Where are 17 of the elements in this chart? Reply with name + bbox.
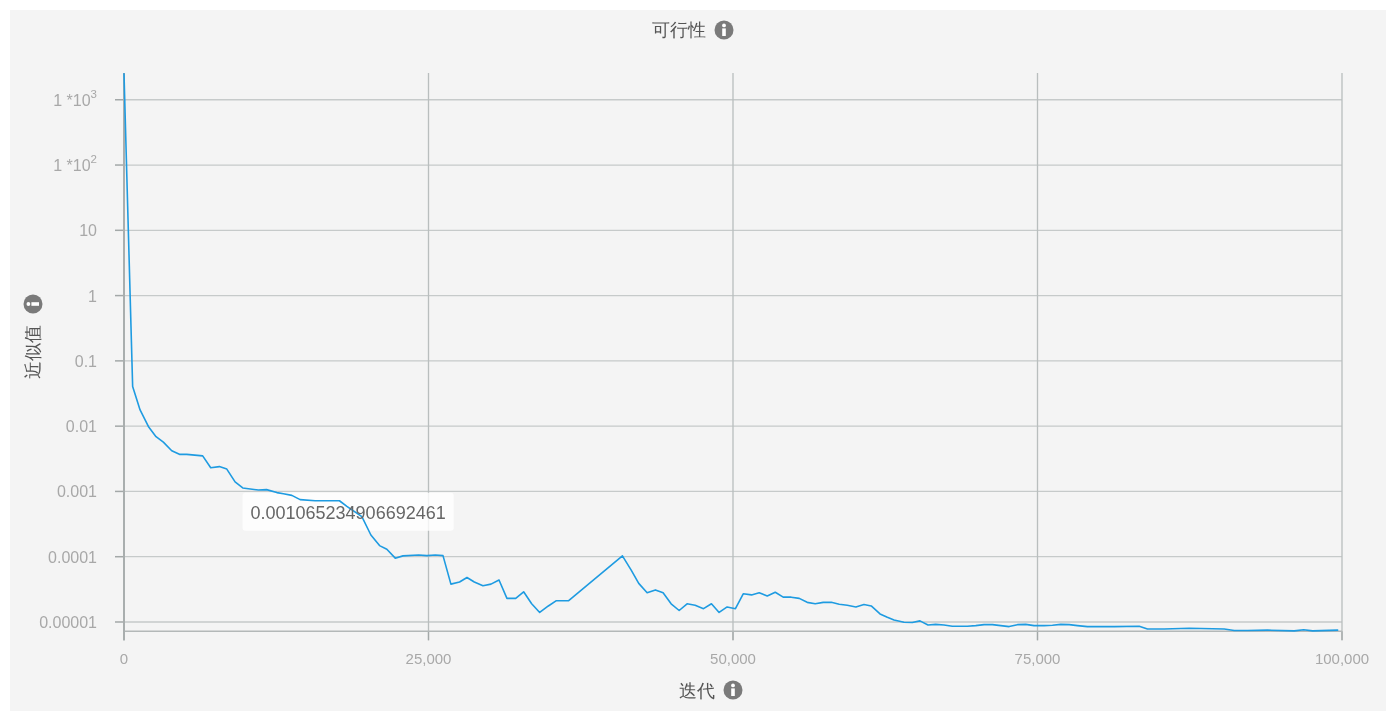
y-tick-label: 0.00001: [39, 613, 98, 631]
y-tick-label: 10: [79, 221, 98, 239]
y-tick-label: 1 *10$^{2}$: [53, 153, 97, 174]
x-axis-title: 迭代: [679, 681, 715, 701]
x-tick-label: 100,000: [1314, 650, 1370, 667]
x-tick-label: 50,000: [710, 650, 756, 667]
y-axis-title: 近似值: [23, 325, 43, 379]
y-tick-label: 0.0001: [48, 548, 98, 566]
y-tick-label: 1 *10$^{3}$: [53, 87, 97, 109]
y-tick-label: 1: [88, 287, 98, 305]
y-tick-label: 0.001: [56, 482, 98, 500]
chart-title: 可行性: [652, 20, 706, 40]
y-tick-label: 0.01: [65, 417, 98, 435]
y-tick-label: 0.1: [74, 352, 98, 370]
x-tick-label: 75,000: [1014, 650, 1061, 667]
x-tick-label: 0: [119, 650, 129, 667]
x-tick-label: 25,000: [405, 650, 452, 667]
